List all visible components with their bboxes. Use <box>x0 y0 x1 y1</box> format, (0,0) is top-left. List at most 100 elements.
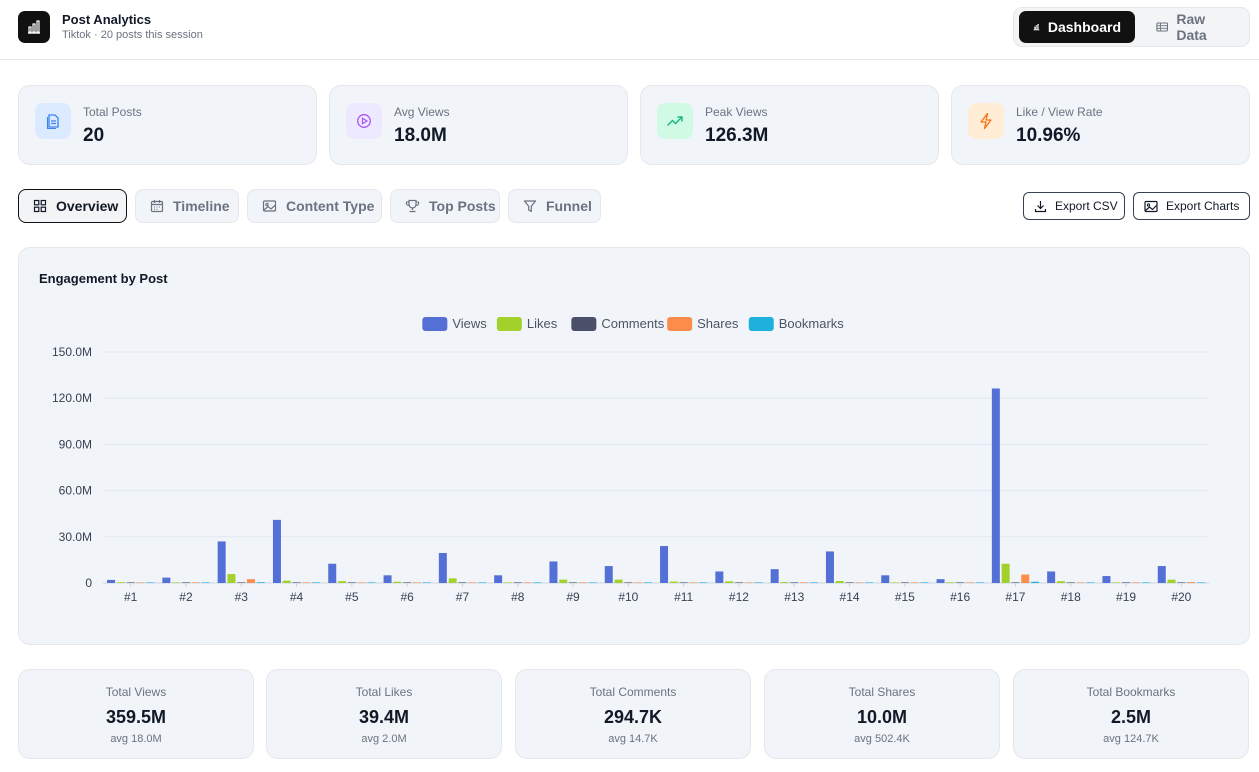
bar-comments[interactable] <box>1011 582 1020 583</box>
bar-comments[interactable] <box>900 582 909 583</box>
bar-likes[interactable] <box>669 581 678 583</box>
legend-swatch[interactable] <box>496 317 522 331</box>
bar-shares[interactable] <box>689 582 698 583</box>
export-csv-button[interactable]: Export CSV <box>1023 192 1125 220</box>
bar-comments[interactable] <box>679 582 688 583</box>
bar-bookmarks[interactable] <box>975 582 984 583</box>
bar-bookmarks[interactable] <box>699 582 708 583</box>
bar-shares[interactable] <box>855 582 864 583</box>
bar-shares[interactable] <box>1187 582 1196 583</box>
tab-content-type[interactable]: Content Type <box>247 189 382 223</box>
bar-views[interactable] <box>936 579 945 583</box>
bar-likes[interactable] <box>835 580 844 583</box>
legend-swatch[interactable] <box>571 317 597 331</box>
bar-shares[interactable] <box>191 582 200 583</box>
bar-likes[interactable] <box>559 579 568 583</box>
legend-swatch[interactable] <box>422 317 448 331</box>
bar-views[interactable] <box>825 551 834 583</box>
bar-likes[interactable] <box>1167 579 1176 583</box>
bar-likes[interactable] <box>780 582 789 583</box>
bar-bookmarks[interactable] <box>1086 582 1095 583</box>
bar-shares[interactable] <box>412 582 421 583</box>
bar-shares[interactable] <box>910 582 919 583</box>
bar-comments[interactable] <box>237 582 246 583</box>
bar-likes[interactable] <box>282 580 291 583</box>
bar-likes[interactable] <box>946 582 955 583</box>
tab-funnel[interactable]: Funnel <box>508 189 601 223</box>
bar-shares[interactable] <box>634 582 643 583</box>
bar-views[interactable] <box>991 388 1000 583</box>
bar-views[interactable] <box>1102 576 1111 583</box>
bar-likes[interactable] <box>1112 582 1121 583</box>
bar-shares[interactable] <box>965 582 974 583</box>
tab-timeline[interactable]: Timeline <box>135 189 239 223</box>
legend-label[interactable]: Views <box>452 316 487 331</box>
bar-views[interactable] <box>660 546 669 583</box>
export-charts-button[interactable]: Export Charts <box>1133 192 1250 220</box>
bar-views[interactable] <box>107 579 116 583</box>
bar-shares[interactable] <box>744 582 753 583</box>
bar-shares[interactable] <box>578 582 587 583</box>
bar-likes[interactable] <box>725 581 734 583</box>
bar-shares[interactable] <box>800 582 809 583</box>
bar-shares[interactable] <box>357 582 366 583</box>
bar-likes[interactable] <box>338 581 347 583</box>
legend-swatch[interactable] <box>748 317 774 331</box>
bar-bookmarks[interactable] <box>367 582 376 583</box>
legend-swatch[interactable] <box>667 317 693 331</box>
bar-views[interactable] <box>715 571 724 583</box>
bar-comments[interactable] <box>956 582 965 583</box>
bar-likes[interactable] <box>172 582 181 583</box>
bar-comments[interactable] <box>734 582 743 583</box>
bar-likes[interactable] <box>891 582 900 583</box>
bar-bookmarks[interactable] <box>920 582 929 583</box>
bar-shares[interactable] <box>247 579 256 583</box>
bar-views[interactable] <box>217 541 226 583</box>
bar-shares[interactable] <box>1131 582 1140 583</box>
bar-views[interactable] <box>604 566 613 583</box>
bar-bookmarks[interactable] <box>1196 582 1205 583</box>
bar-likes[interactable] <box>448 578 457 583</box>
bar-shares[interactable] <box>1021 574 1030 583</box>
bar-comments[interactable] <box>292 582 301 583</box>
bar-bookmarks[interactable] <box>478 582 487 583</box>
bar-views[interactable] <box>383 575 392 583</box>
bar-likes[interactable] <box>1056 581 1065 583</box>
bar-comments[interactable] <box>126 582 135 583</box>
bar-bookmarks[interactable] <box>865 582 874 583</box>
bar-comments[interactable] <box>1066 582 1075 583</box>
bar-likes[interactable] <box>116 582 125 583</box>
bar-views[interactable] <box>328 563 337 583</box>
bar-views[interactable] <box>494 575 503 583</box>
tab-overview[interactable]: Overview <box>18 189 127 223</box>
bar-bookmarks[interactable] <box>533 582 542 583</box>
bar-comments[interactable] <box>181 582 190 583</box>
bar-bookmarks[interactable] <box>256 582 265 583</box>
bar-shares[interactable] <box>302 582 311 583</box>
bar-shares[interactable] <box>136 582 145 583</box>
bar-comments[interactable] <box>845 582 854 583</box>
bar-comments[interactable] <box>624 582 633 583</box>
bar-bookmarks[interactable] <box>312 582 321 583</box>
bar-views[interactable] <box>770 569 779 583</box>
bar-comments[interactable] <box>458 582 467 583</box>
bar-likes[interactable] <box>503 582 512 583</box>
legend-label[interactable]: Likes <box>527 316 558 331</box>
bar-views[interactable] <box>1157 566 1166 583</box>
bar-views[interactable] <box>438 552 447 583</box>
bar-comments[interactable] <box>790 582 799 583</box>
bar-comments[interactable] <box>1177 582 1186 583</box>
bar-views[interactable] <box>881 575 890 583</box>
bar-comments[interactable] <box>569 582 578 583</box>
bar-bookmarks[interactable] <box>809 582 818 583</box>
bar-bookmarks[interactable] <box>201 582 210 583</box>
legend-label[interactable]: Comments <box>601 316 664 331</box>
bar-likes[interactable] <box>393 581 402 583</box>
bar-bookmarks[interactable] <box>588 582 597 583</box>
bar-likes[interactable] <box>227 574 236 583</box>
bar-bookmarks[interactable] <box>1141 582 1150 583</box>
bar-bookmarks[interactable] <box>146 582 155 583</box>
bar-shares[interactable] <box>523 582 532 583</box>
bar-likes[interactable] <box>614 579 623 583</box>
bar-shares[interactable] <box>1076 582 1085 583</box>
